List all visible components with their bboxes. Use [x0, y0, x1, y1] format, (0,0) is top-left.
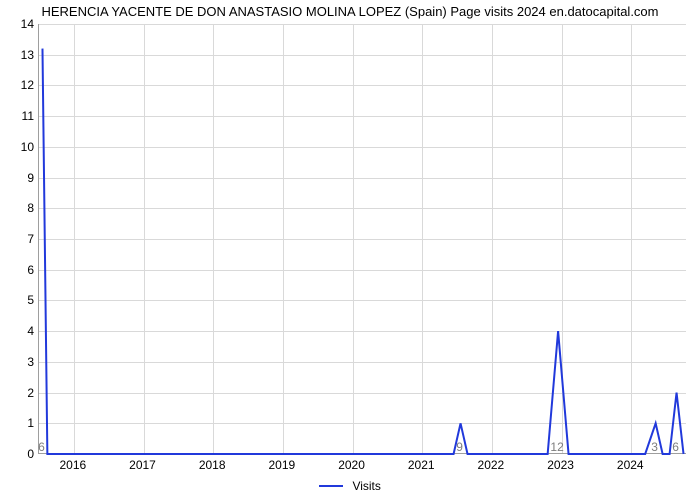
y-tick-label: 8: [4, 201, 34, 215]
overlay-label: 6: [38, 440, 45, 454]
x-tick-label: 2022: [478, 458, 505, 472]
y-tick-label: 3: [4, 355, 34, 369]
y-tick-label: 4: [4, 324, 34, 338]
y-tick-label: 7: [4, 232, 34, 246]
legend: Visits: [0, 478, 700, 493]
legend-swatch: [319, 485, 343, 487]
y-tick-label: 12: [4, 78, 34, 92]
legend-label: Visits: [352, 479, 380, 493]
x-tick-label: 2021: [408, 458, 435, 472]
y-tick-label: 9: [4, 171, 34, 185]
x-tick-label: 2019: [269, 458, 296, 472]
x-tick-label: 2020: [338, 458, 365, 472]
overlay-label: 12: [550, 440, 563, 454]
x-tick-label: 2024: [617, 458, 644, 472]
x-tick-label: 2017: [129, 458, 156, 472]
y-tick-label: 2: [4, 386, 34, 400]
overlay-label: 3: [651, 440, 658, 454]
x-tick-label: 2018: [199, 458, 226, 472]
y-tick-label: 6: [4, 263, 34, 277]
y-tick-label: 14: [4, 17, 34, 31]
visits-line-series: [39, 24, 686, 453]
y-tick-label: 0: [4, 447, 34, 461]
chart-title: HERENCIA YACENTE DE DON ANASTASIO MOLINA…: [0, 4, 700, 19]
y-tick-label: 5: [4, 293, 34, 307]
y-tick-label: 13: [4, 48, 34, 62]
overlay-label: 6: [672, 440, 679, 454]
x-tick-label: 2016: [59, 458, 86, 472]
y-tick-label: 1: [4, 416, 34, 430]
plot-area: [38, 24, 686, 454]
x-tick-label: 2023: [547, 458, 574, 472]
overlay-label: 9: [456, 440, 463, 454]
y-tick-label: 11: [4, 109, 34, 123]
y-tick-label: 10: [4, 140, 34, 154]
